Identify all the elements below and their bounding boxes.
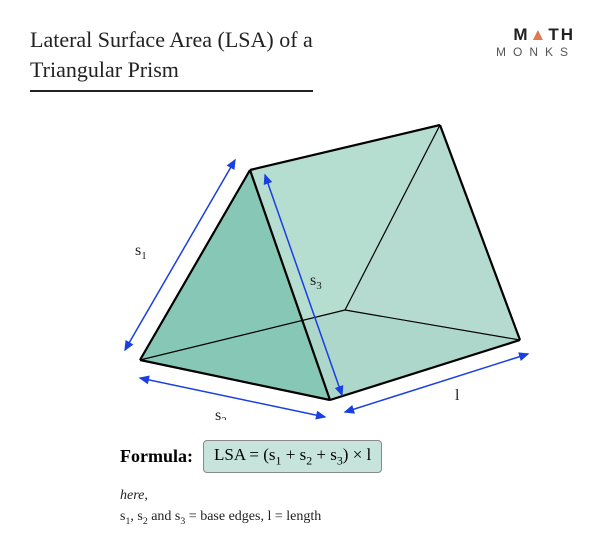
label-s1: s1 <box>135 242 147 262</box>
legend: here, s1, s2 and s3 = base edges, l = le… <box>120 485 321 529</box>
page-title: Lateral Surface Area (LSA) of a Triangul… <box>30 25 313 92</box>
title-block: Lateral Surface Area (LSA) of a Triangul… <box>30 25 313 92</box>
logo-bottom: MONKS <box>496 45 575 59</box>
label-l: l <box>455 387 460 404</box>
legend-here: here, <box>120 485 321 506</box>
logo-top: M▲TH <box>496 25 575 45</box>
formula-row: Formula: LSA = (s1 + s2 + s3) × l <box>120 440 382 473</box>
title-line1: Lateral Surface Area (LSA) of a <box>30 27 313 52</box>
prism-diagram: s1 s2 s3 l <box>70 110 540 420</box>
logo-triangle-icon: ▲ <box>530 25 549 44</box>
label-s2: s2 <box>215 407 227 420</box>
brand-logo: M▲TH MONKS <box>496 25 575 59</box>
title-line2: Triangular Prism <box>30 57 179 82</box>
formula-box: LSA = (s1 + s2 + s3) × l <box>203 440 382 473</box>
formula-label: Formula: <box>120 446 193 467</box>
legend-text: s1, s2 and s3 = base edges, l = length <box>120 506 321 529</box>
